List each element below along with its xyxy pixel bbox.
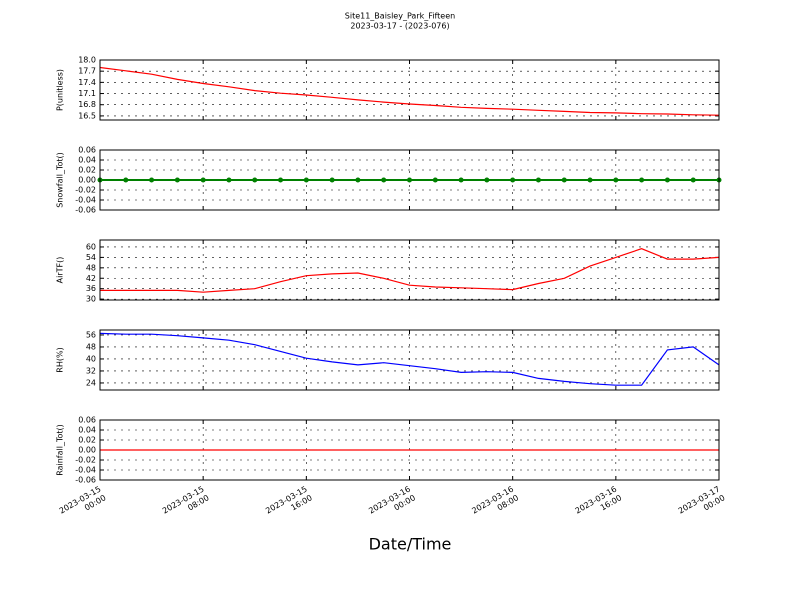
data-point [510, 177, 516, 183]
y-tick-label: 0.04 [78, 156, 96, 165]
x-tick-label: 2023-03-1500:00 [57, 484, 107, 524]
y-tick-label: 30 [86, 295, 96, 304]
plot-frame [99, 329, 720, 391]
y-tick-label: 17.7 [78, 67, 96, 76]
y-tick-label: 0.06 [78, 416, 96, 425]
y-tick-label: 40 [86, 354, 96, 363]
data-point [303, 177, 309, 183]
y-axis-label: P(unitless) [56, 69, 65, 111]
y-tick-label: 0.02 [78, 436, 96, 445]
y-axis-label: AirTF() [56, 257, 65, 284]
y-tick-label: 42 [86, 274, 96, 283]
y-tick-label: 36 [86, 284, 96, 293]
y-tick-label: 0.02 [78, 166, 96, 175]
y-tick-label: 0.00 [78, 176, 96, 185]
y-tick-label: 54 [86, 253, 96, 262]
y-tick-label: 0.00 [78, 446, 96, 455]
y-tick-label: 0.04 [78, 426, 96, 435]
y-tick-label: 56 [86, 330, 96, 339]
y-tick-label: -0.02 [75, 186, 96, 195]
y-tick-label: 24 [86, 378, 96, 387]
y-tick-label: -0.06 [75, 206, 96, 215]
data-point [484, 177, 490, 183]
y-tick-label: 0.06 [78, 146, 96, 155]
data-line [99, 66, 720, 116]
y-tick-label: 18.0 [78, 56, 96, 65]
data-line [99, 332, 720, 386]
chart-subtitle: 2023-03-17 - (2023-076) [350, 22, 449, 31]
y-tick-label: -0.02 [75, 456, 96, 465]
data-point [690, 177, 696, 183]
y-tick-label: 16.5 [78, 111, 96, 120]
y-tick-label: 48 [86, 342, 96, 351]
x-tick-label: 2023-03-1516:00 [264, 484, 314, 524]
chart-title: Site11_Baisley_Park_Fifteen [345, 12, 455, 21]
data-point [432, 177, 438, 183]
y-tick-label: 32 [86, 366, 96, 375]
y-axis-label: Snowfall_Tot() [56, 152, 65, 208]
data-point [407, 177, 412, 183]
y-tick-label: 60 [86, 242, 96, 251]
x-axis-label: Date/Time [369, 535, 452, 554]
data-point [458, 177, 464, 183]
data-point [639, 177, 645, 183]
y-tick-label: 48 [86, 263, 96, 272]
plot-frame [99, 239, 720, 301]
x-tick-label: 2023-03-1616:00 [573, 484, 623, 524]
y-tick-label: -0.06 [75, 476, 96, 485]
plot-frame [99, 419, 720, 481]
y-tick-label: 17.4 [78, 78, 96, 87]
data-point [664, 177, 670, 183]
y-axis-label: RH(%) [56, 347, 65, 372]
data-point [252, 177, 258, 183]
data-point [226, 177, 232, 183]
y-tick-label: -0.04 [75, 466, 96, 475]
y-tick-label: -0.04 [75, 196, 96, 205]
plot-frame [99, 149, 720, 211]
data-point [355, 177, 361, 183]
y-axis-label: Rainfall_Tot() [56, 424, 65, 476]
data-point [561, 177, 567, 183]
plot-frame [99, 59, 720, 121]
data-point [174, 177, 180, 183]
data-point [381, 177, 387, 183]
y-tick-label: 16.8 [78, 100, 96, 109]
x-tick-label: 2023-03-1600:00 [367, 484, 417, 524]
data-point [123, 177, 129, 183]
x-tick-label: 2023-03-1508:00 [161, 484, 211, 524]
data-point [200, 177, 206, 183]
x-tick-label: 2023-03-1608:00 [470, 484, 520, 524]
data-point [535, 177, 541, 183]
y-tick-label: 17.1 [78, 89, 96, 98]
data-point [149, 177, 155, 183]
data-point [587, 177, 593, 183]
data-line [100, 248, 720, 293]
data-point [329, 177, 335, 183]
data-point [613, 177, 619, 183]
data-point [278, 177, 284, 183]
x-tick-label: 2023-03-1700:00 [676, 484, 726, 524]
